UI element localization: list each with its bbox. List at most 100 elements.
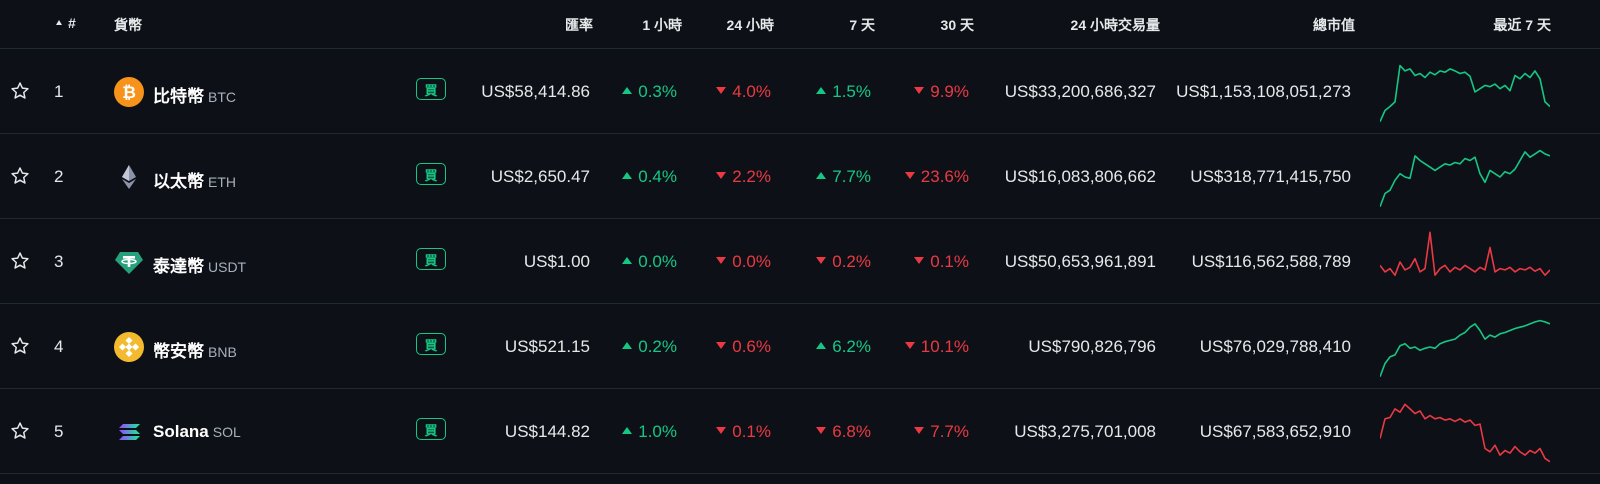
change-30d: 9.9% bbox=[914, 82, 969, 102]
change-1h: 0.2% bbox=[622, 337, 677, 357]
caret-down-icon bbox=[716, 342, 727, 350]
solana-icon bbox=[114, 417, 144, 447]
rank: 3 bbox=[54, 252, 64, 271]
caret-up-icon bbox=[622, 427, 633, 435]
coin-name: Solana bbox=[153, 422, 209, 441]
volume-header[interactable]: 24 小時交易量 bbox=[1070, 17, 1160, 33]
h24-header[interactable]: 24 小時 bbox=[726, 17, 774, 33]
coin-symbol: SOL bbox=[212, 424, 241, 440]
coin-name: 泰達幣 bbox=[153, 257, 204, 276]
caret-down-icon bbox=[716, 172, 727, 180]
price: US$58,414.86 bbox=[481, 82, 590, 101]
change-1h: 0.3% bbox=[622, 82, 677, 102]
caret-down-icon bbox=[914, 87, 925, 95]
caret-up-icon bbox=[816, 172, 827, 180]
buy-button[interactable]: 買 bbox=[416, 248, 446, 270]
change-7d: 6.8% bbox=[816, 422, 871, 442]
star-icon[interactable] bbox=[10, 251, 30, 271]
buy-button[interactable]: 買 bbox=[416, 418, 446, 440]
h1-header[interactable]: 1 小時 bbox=[642, 17, 682, 33]
d30-header[interactable]: 30 天 bbox=[940, 17, 974, 33]
rank: 5 bbox=[54, 422, 64, 441]
change-30d: 7.7% bbox=[914, 422, 969, 442]
buy-button[interactable]: 買 bbox=[416, 333, 446, 355]
caret-down-icon bbox=[904, 342, 915, 350]
market-cap: US$67,583,652,910 bbox=[1199, 422, 1351, 441]
star-icon[interactable] bbox=[10, 421, 30, 441]
coin-symbol: BTC bbox=[208, 89, 236, 105]
caret-down-icon bbox=[816, 257, 827, 265]
caret-up-icon bbox=[816, 87, 827, 95]
coin-name: 比特幣 bbox=[153, 87, 204, 106]
market-cap: US$116,562,588,789 bbox=[1191, 252, 1351, 271]
caret-down-icon bbox=[904, 172, 915, 180]
volume: US$790,826,796 bbox=[1028, 337, 1156, 356]
change-30d: 23.6% bbox=[904, 167, 969, 187]
rank-header[interactable]: # bbox=[56, 15, 76, 31]
coin-link[interactable]: 比特幣 BTC bbox=[153, 82, 236, 107]
sort-asc-icon bbox=[56, 19, 62, 25]
caret-up-icon bbox=[622, 257, 633, 265]
volume: US$50,653,961,891 bbox=[1004, 252, 1156, 271]
caret-down-icon bbox=[816, 427, 827, 435]
market-cap: US$1,153,108,051,273 bbox=[1176, 82, 1351, 101]
coin-link[interactable]: 以太幣 ETH bbox=[153, 167, 236, 192]
change-1h: 0.4% bbox=[622, 167, 677, 187]
coin-name: 以太幣 bbox=[153, 172, 204, 191]
d7-header[interactable]: 7 天 bbox=[849, 17, 875, 33]
table-row[interactable]: 3 泰達幣 USDT 買 US$1.00 0.0% 0.0% 0.2% 0.1% US$50,65… bbox=[0, 219, 1600, 304]
caret-down-icon bbox=[914, 427, 925, 435]
crypto-table: # 貨幣 匯率 1 小時 24 小時 7 天 30 天 24 小時交易量 總市值… bbox=[0, 0, 1600, 474]
table-row[interactable]: 4 幣安幣 BNB 買 US$521.15 0.2% 0.6% 6.2% 10.1% US$790… bbox=[0, 304, 1600, 389]
table-row[interactable]: 2 以太幣 ETH 買 US$2,650.47 0.4% 2.2% 7.7% 23.6% US$1… bbox=[0, 134, 1600, 219]
table-row[interactable]: 5 Solana SOL 買 US$144.82 1.0% 0.1% 6.8% 7.7% US$3… bbox=[0, 389, 1600, 474]
change-24h: 0.6% bbox=[716, 337, 771, 357]
caret-down-icon bbox=[716, 257, 727, 265]
coin-symbol: ETH bbox=[208, 174, 236, 190]
star-icon[interactable] bbox=[10, 81, 30, 101]
volume: US$16,083,806,662 bbox=[1004, 167, 1156, 186]
coin-symbol: BNB bbox=[208, 344, 237, 360]
coin-link[interactable]: 泰達幣 USDT bbox=[153, 252, 246, 277]
coin-name: 幣安幣 bbox=[153, 342, 204, 361]
table-header: # 貨幣 匯率 1 小時 24 小時 7 天 30 天 24 小時交易量 總市值… bbox=[0, 0, 1600, 49]
coin-link[interactable]: 幣安幣 BNB bbox=[153, 337, 237, 362]
svg-text:₿: ₿ bbox=[122, 83, 136, 102]
sparkline-7d bbox=[1380, 149, 1550, 207]
caret-up-icon bbox=[816, 342, 827, 350]
mcap-header[interactable]: 總市值 bbox=[1313, 17, 1355, 33]
price-header[interactable]: 匯率 bbox=[565, 17, 593, 33]
rank: 1 bbox=[54, 82, 64, 101]
coin-header[interactable]: 貨幣 bbox=[114, 17, 142, 33]
star-icon[interactable] bbox=[10, 166, 30, 186]
change-24h: 2.2% bbox=[716, 167, 771, 187]
caret-up-icon bbox=[622, 342, 633, 350]
volume: US$3,275,701,008 bbox=[1014, 422, 1156, 441]
change-7d: 6.2% bbox=[816, 337, 871, 357]
coin-link[interactable]: Solana SOL bbox=[153, 422, 241, 442]
volume: US$33,200,686,327 bbox=[1004, 82, 1156, 101]
price: US$521.15 bbox=[504, 337, 590, 356]
price: US$1.00 bbox=[523, 252, 590, 271]
sparkline-7d bbox=[1380, 231, 1550, 277]
sparkline-7d bbox=[1380, 64, 1550, 123]
tether-icon bbox=[114, 247, 144, 277]
caret-down-icon bbox=[716, 427, 727, 435]
change-30d: 10.1% bbox=[904, 337, 969, 357]
change-7d: 0.2% bbox=[816, 252, 871, 272]
buy-button[interactable]: 買 bbox=[416, 78, 446, 100]
rank: 4 bbox=[54, 337, 64, 356]
bnb-icon bbox=[114, 332, 144, 362]
change-24h: 0.0% bbox=[716, 252, 771, 272]
star-icon[interactable] bbox=[10, 336, 30, 356]
table-row[interactable]: 1 ₿ 比特幣 BTC 買 US$58,414.86 0.3% 4.0% 1.5% 9.9% US$… bbox=[0, 49, 1600, 134]
caret-down-icon bbox=[914, 257, 925, 265]
sparkline-7d bbox=[1380, 403, 1550, 463]
buy-button[interactable]: 買 bbox=[416, 163, 446, 185]
price: US$144.82 bbox=[504, 422, 590, 441]
change-7d: 7.7% bbox=[816, 167, 871, 187]
sparkline-7d bbox=[1380, 319, 1550, 377]
change-1h: 0.0% bbox=[622, 252, 677, 272]
change-7d: 1.5% bbox=[816, 82, 871, 102]
ethereum-icon bbox=[114, 162, 144, 192]
